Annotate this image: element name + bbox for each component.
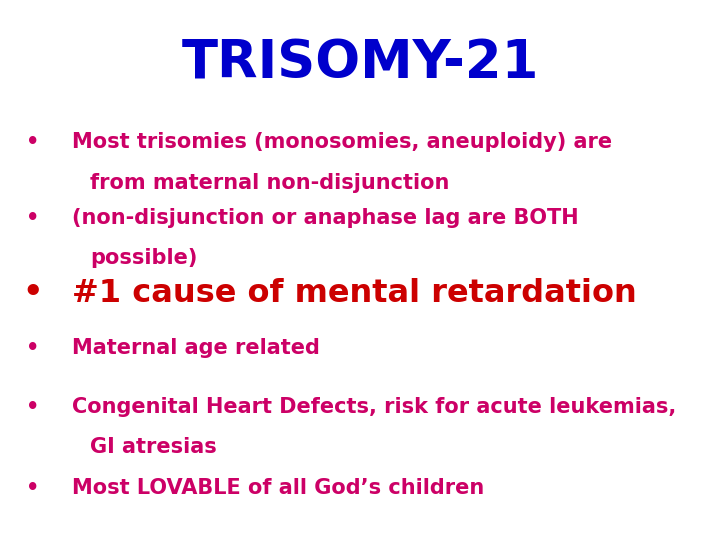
Text: #1 cause of mental retardation: #1 cause of mental retardation xyxy=(72,278,636,309)
Text: •: • xyxy=(22,278,42,309)
Text: •: • xyxy=(26,338,39,357)
Text: from maternal non-disjunction: from maternal non-disjunction xyxy=(90,173,449,193)
Text: Maternal age related: Maternal age related xyxy=(72,338,320,357)
Text: Most LOVABLE of all God’s children: Most LOVABLE of all God’s children xyxy=(72,478,485,498)
Text: Congenital Heart Defects, risk for acute leukemias,: Congenital Heart Defects, risk for acute… xyxy=(72,397,676,417)
Text: GI atresias: GI atresias xyxy=(90,437,217,457)
Text: •: • xyxy=(26,478,39,498)
Text: •: • xyxy=(26,208,39,228)
Text: •: • xyxy=(26,132,39,152)
Text: (non-disjunction or anaphase lag are BOTH: (non-disjunction or anaphase lag are BOT… xyxy=(72,208,579,228)
Text: Most trisomies (monosomies, aneuploidy) are: Most trisomies (monosomies, aneuploidy) … xyxy=(72,132,612,152)
Text: possible): possible) xyxy=(90,248,197,268)
Text: TRISOMY-21: TRISOMY-21 xyxy=(181,38,539,90)
Text: •: • xyxy=(26,397,39,417)
